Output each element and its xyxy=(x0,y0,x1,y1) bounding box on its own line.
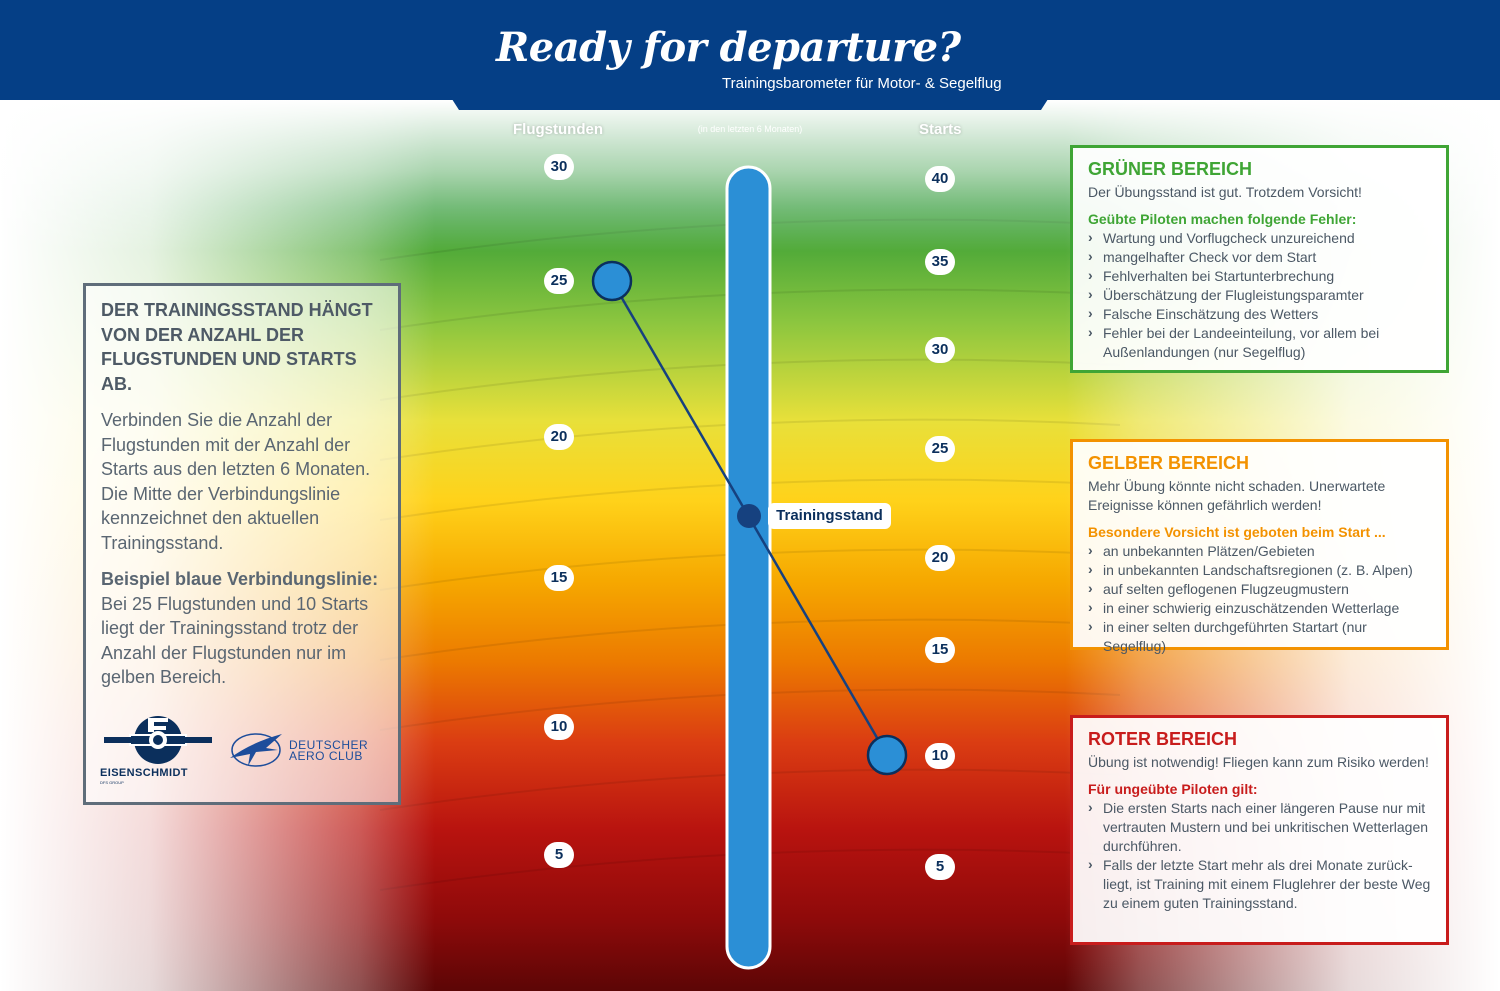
red-zone-subtitle: Für ungeübte Piloten gilt: xyxy=(1088,781,1258,797)
red-zone-box: ROTER BEREICH Übung ist notwendig! Flieg… xyxy=(1070,715,1449,945)
starts-marker xyxy=(866,734,908,776)
eisenschmidt-logo-icon xyxy=(104,716,212,764)
list-item: Falsche Einschätzung des Wetters xyxy=(1088,304,1432,324)
barometer-bar xyxy=(725,165,772,970)
eisenschmidt-logo-text: EISENSCHMIDT xyxy=(100,767,188,779)
flugstunden-tick-5: 5 xyxy=(544,842,574,868)
red-zone-title: ROTER BEREICH xyxy=(1088,729,1238,749)
flugstunden-tick-25: 25 xyxy=(544,268,574,294)
daec-logo-icon xyxy=(230,733,282,767)
header-tab xyxy=(450,96,1050,110)
starts-tick-15: 15 xyxy=(925,637,955,663)
header-bar xyxy=(0,0,1500,100)
flugstunden-label: Flugstunden xyxy=(513,121,603,138)
info-panel: DER TRAININGSSTAND HÄNGT VON DER ANZAHL … xyxy=(83,283,401,805)
red-zone-description: Übung ist notwendig! Fliegen kann zum Ri… xyxy=(1088,754,1429,770)
info-heading: DER TRAININGSSTAND HÄNGT VON DER ANZAHL … xyxy=(101,300,373,394)
flugstunden-tick-15: 15 xyxy=(544,565,574,591)
period-label: (in den letzten 6 Monaten) xyxy=(697,124,803,134)
starts-tick-40: 40 xyxy=(925,166,955,192)
info-text: Verbinden Sie die Anzahl der Flugstunden… xyxy=(101,410,371,553)
daec-logo-text: DEUTSCHER AERO CLUB xyxy=(289,738,369,763)
flugstunden-marker xyxy=(591,260,633,302)
list-item: Falls der letzte Start mehr als drei Mon… xyxy=(1088,855,1432,913)
yellow-zone-box: GELBER BEREICH Mehr Übung könnte nicht s… xyxy=(1070,439,1449,654)
green-zone-description: Der Übungsstand ist gut. Trotzdem Vorsic… xyxy=(1088,184,1362,200)
starts-tick-20: 20 xyxy=(925,545,955,571)
starts-tick-25: 25 xyxy=(925,436,955,462)
example-heading: Beispiel blaue Verbindungslinie: xyxy=(101,569,379,589)
list-item: in einer schwierig einzuschätzenden Wett… xyxy=(1088,598,1432,618)
trainingsstand-label: Trainingsstand xyxy=(768,503,891,529)
flugstunden-tick-30: 30 xyxy=(544,154,574,180)
green-zone-subtitle: Geübte Piloten machen folgende Fehler: xyxy=(1088,211,1357,227)
daec-line-1: DEUTSCHER xyxy=(289,738,369,752)
list-item: in unbekannten Landschaftsregionen (z. B… xyxy=(1088,560,1432,580)
eisenschmidt-logo-sub: DFS GROUP xyxy=(100,780,124,785)
list-item: auf selten geflogenen Flugzeugmustern xyxy=(1088,579,1432,599)
list-item: Fehler bei der Landeeinteilung, vor alle… xyxy=(1088,323,1432,362)
example-text: Bei 25 Flugstunden und 10 Starts liegt d… xyxy=(101,593,369,688)
page-title: Ready for departure? xyxy=(496,24,961,71)
list-item: Fehlverhalten bei Startunterbrechung xyxy=(1088,266,1432,286)
green-zone-box: GRÜNER BEREICH Der Übungsstand ist gut. … xyxy=(1070,145,1449,373)
daec-line-2: AERO CLUB xyxy=(289,749,363,763)
list-item: Wartung und Vorflugcheck unzureichend xyxy=(1088,228,1432,248)
flugstunden-tick-20: 20 xyxy=(544,424,574,450)
yellow-zone-subtitle: Besondere Vorsicht ist geboten beim Star… xyxy=(1088,524,1386,540)
yellow-zone-title: GELBER BEREICH xyxy=(1088,453,1250,473)
red-zone-list: Die ersten Starts nach einer längeren Pa… xyxy=(1088,798,1432,913)
yellow-zone-list: an unbekannten Plätzen/Gebieten in unbek… xyxy=(1088,541,1432,656)
trainingsstand-marker xyxy=(737,504,761,528)
list-item: Die ersten Starts nach einer längeren Pa… xyxy=(1088,798,1432,856)
starts-tick-35: 35 xyxy=(925,249,955,275)
yellow-zone-description: Mehr Übung könnte nicht schaden. Unerwar… xyxy=(1088,478,1386,513)
starts-label: Starts xyxy=(919,121,962,138)
starts-tick-10: 10 xyxy=(925,743,955,769)
green-zone-list: Wartung und Vorflugcheck unzureichend ma… xyxy=(1088,228,1432,362)
starts-tick-30: 30 xyxy=(925,337,955,363)
green-zone-title: GRÜNER BEREICH xyxy=(1088,159,1253,179)
starts-tick-5: 5 xyxy=(925,854,955,880)
list-item: an unbekannten Plätzen/Gebieten xyxy=(1088,541,1432,561)
flugstunden-tick-10: 10 xyxy=(544,714,574,740)
list-item: Überschätzung der Flugleistungsparamter xyxy=(1088,285,1432,305)
list-item: mangelhafter Check vor dem Start xyxy=(1088,247,1432,267)
page-subtitle: Trainingsbarometer für Motor- & Segelflu… xyxy=(722,75,1002,92)
list-item: in einer selten durchgeführten Startart … xyxy=(1088,617,1432,656)
